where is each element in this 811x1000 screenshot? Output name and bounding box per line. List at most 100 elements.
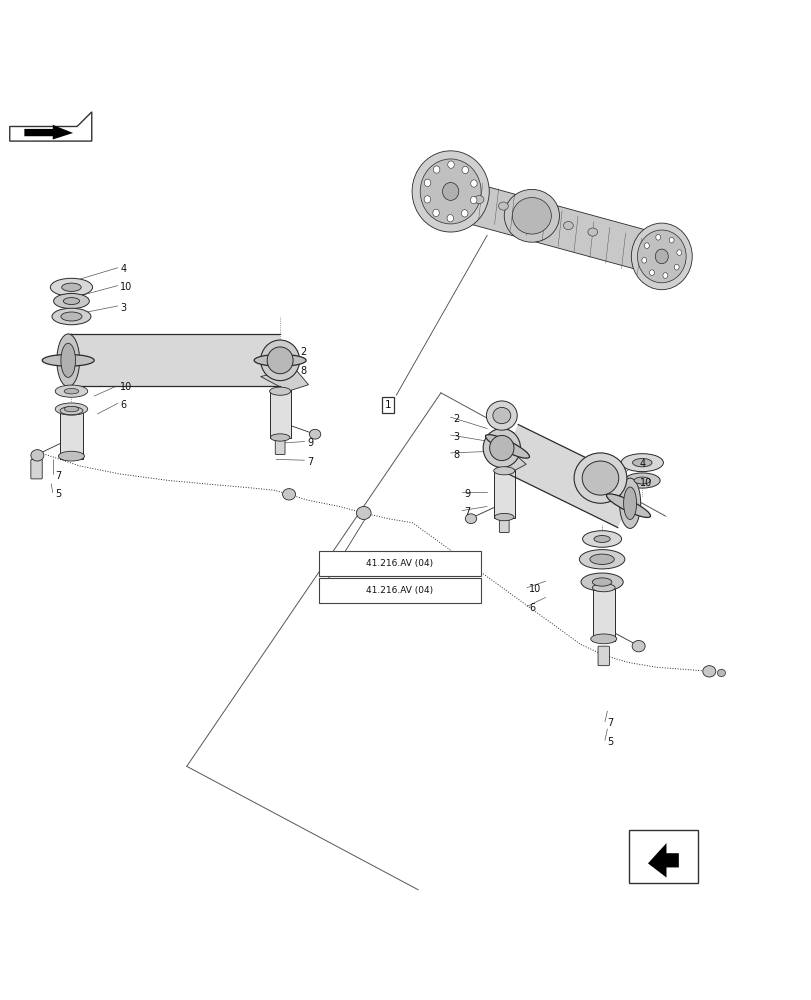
- Ellipse shape: [411, 151, 488, 232]
- Polygon shape: [496, 425, 638, 528]
- Ellipse shape: [424, 179, 431, 186]
- Ellipse shape: [267, 347, 293, 374]
- Text: 5: 5: [607, 737, 613, 747]
- Ellipse shape: [578, 550, 624, 569]
- Ellipse shape: [52, 308, 91, 325]
- Ellipse shape: [269, 387, 290, 395]
- Text: 4: 4: [639, 459, 646, 469]
- Ellipse shape: [63, 298, 79, 305]
- Ellipse shape: [512, 198, 551, 234]
- Text: 4: 4: [120, 264, 127, 274]
- FancyBboxPatch shape: [499, 519, 508, 532]
- Polygon shape: [260, 368, 308, 391]
- Ellipse shape: [58, 451, 84, 461]
- Ellipse shape: [581, 573, 623, 591]
- Ellipse shape: [50, 278, 92, 296]
- Ellipse shape: [573, 453, 626, 503]
- Text: 7: 7: [464, 507, 470, 517]
- Ellipse shape: [492, 407, 510, 424]
- Ellipse shape: [591, 578, 611, 586]
- Ellipse shape: [593, 536, 610, 542]
- FancyBboxPatch shape: [275, 440, 285, 455]
- Ellipse shape: [591, 584, 615, 592]
- FancyBboxPatch shape: [319, 578, 480, 603]
- Ellipse shape: [447, 215, 453, 222]
- Ellipse shape: [641, 257, 646, 263]
- Ellipse shape: [423, 196, 430, 203]
- Ellipse shape: [717, 669, 725, 677]
- Ellipse shape: [433, 166, 440, 173]
- Text: 10: 10: [639, 478, 651, 488]
- Text: 6: 6: [120, 400, 127, 410]
- Ellipse shape: [62, 283, 81, 291]
- Ellipse shape: [646, 249, 684, 263]
- Ellipse shape: [620, 454, 663, 472]
- Ellipse shape: [662, 273, 667, 278]
- Ellipse shape: [55, 385, 88, 397]
- Text: 8: 8: [300, 366, 307, 376]
- Ellipse shape: [470, 180, 477, 187]
- Text: 2: 2: [453, 414, 459, 424]
- Ellipse shape: [270, 434, 290, 441]
- Ellipse shape: [504, 189, 559, 242]
- FancyBboxPatch shape: [592, 587, 615, 641]
- Text: 10: 10: [120, 382, 132, 392]
- Ellipse shape: [633, 477, 650, 484]
- Text: 10: 10: [529, 584, 541, 594]
- Text: 3: 3: [453, 432, 459, 442]
- Ellipse shape: [581, 461, 618, 495]
- Ellipse shape: [606, 494, 650, 517]
- Ellipse shape: [590, 634, 616, 644]
- Ellipse shape: [489, 435, 513, 461]
- Ellipse shape: [485, 435, 529, 458]
- Text: 7: 7: [55, 471, 62, 481]
- Text: 1: 1: [384, 400, 391, 410]
- Polygon shape: [647, 843, 678, 878]
- Text: 6: 6: [529, 603, 535, 613]
- Ellipse shape: [260, 340, 299, 381]
- Ellipse shape: [61, 343, 75, 377]
- Ellipse shape: [494, 513, 513, 521]
- Ellipse shape: [644, 243, 649, 248]
- Ellipse shape: [587, 228, 597, 236]
- Ellipse shape: [432, 209, 439, 217]
- Ellipse shape: [64, 388, 79, 394]
- Ellipse shape: [31, 450, 44, 461]
- FancyBboxPatch shape: [493, 470, 514, 518]
- Ellipse shape: [493, 467, 514, 475]
- Text: 8: 8: [453, 450, 459, 460]
- Ellipse shape: [582, 531, 620, 547]
- Text: 10: 10: [120, 282, 132, 292]
- Ellipse shape: [64, 406, 79, 412]
- Text: 9: 9: [307, 438, 313, 448]
- Ellipse shape: [486, 401, 517, 430]
- Ellipse shape: [55, 403, 88, 415]
- Ellipse shape: [470, 196, 476, 204]
- Text: 9: 9: [464, 489, 470, 499]
- Ellipse shape: [465, 514, 476, 524]
- Ellipse shape: [420, 159, 480, 224]
- Ellipse shape: [563, 221, 573, 230]
- Ellipse shape: [649, 270, 654, 275]
- Ellipse shape: [356, 506, 371, 519]
- Polygon shape: [485, 450, 526, 471]
- Ellipse shape: [57, 334, 79, 387]
- Text: 3: 3: [120, 303, 127, 313]
- Ellipse shape: [461, 166, 468, 174]
- Ellipse shape: [309, 429, 320, 439]
- Ellipse shape: [60, 407, 83, 415]
- Polygon shape: [24, 125, 73, 139]
- Ellipse shape: [423, 189, 461, 202]
- Ellipse shape: [442, 183, 458, 200]
- Ellipse shape: [447, 161, 453, 168]
- Polygon shape: [436, 176, 671, 276]
- Ellipse shape: [619, 478, 640, 528]
- Polygon shape: [10, 112, 92, 141]
- Ellipse shape: [676, 250, 681, 255]
- Ellipse shape: [61, 312, 82, 321]
- Ellipse shape: [655, 234, 660, 240]
- Ellipse shape: [483, 429, 520, 468]
- Ellipse shape: [54, 293, 89, 309]
- FancyBboxPatch shape: [60, 410, 83, 459]
- Ellipse shape: [282, 489, 295, 500]
